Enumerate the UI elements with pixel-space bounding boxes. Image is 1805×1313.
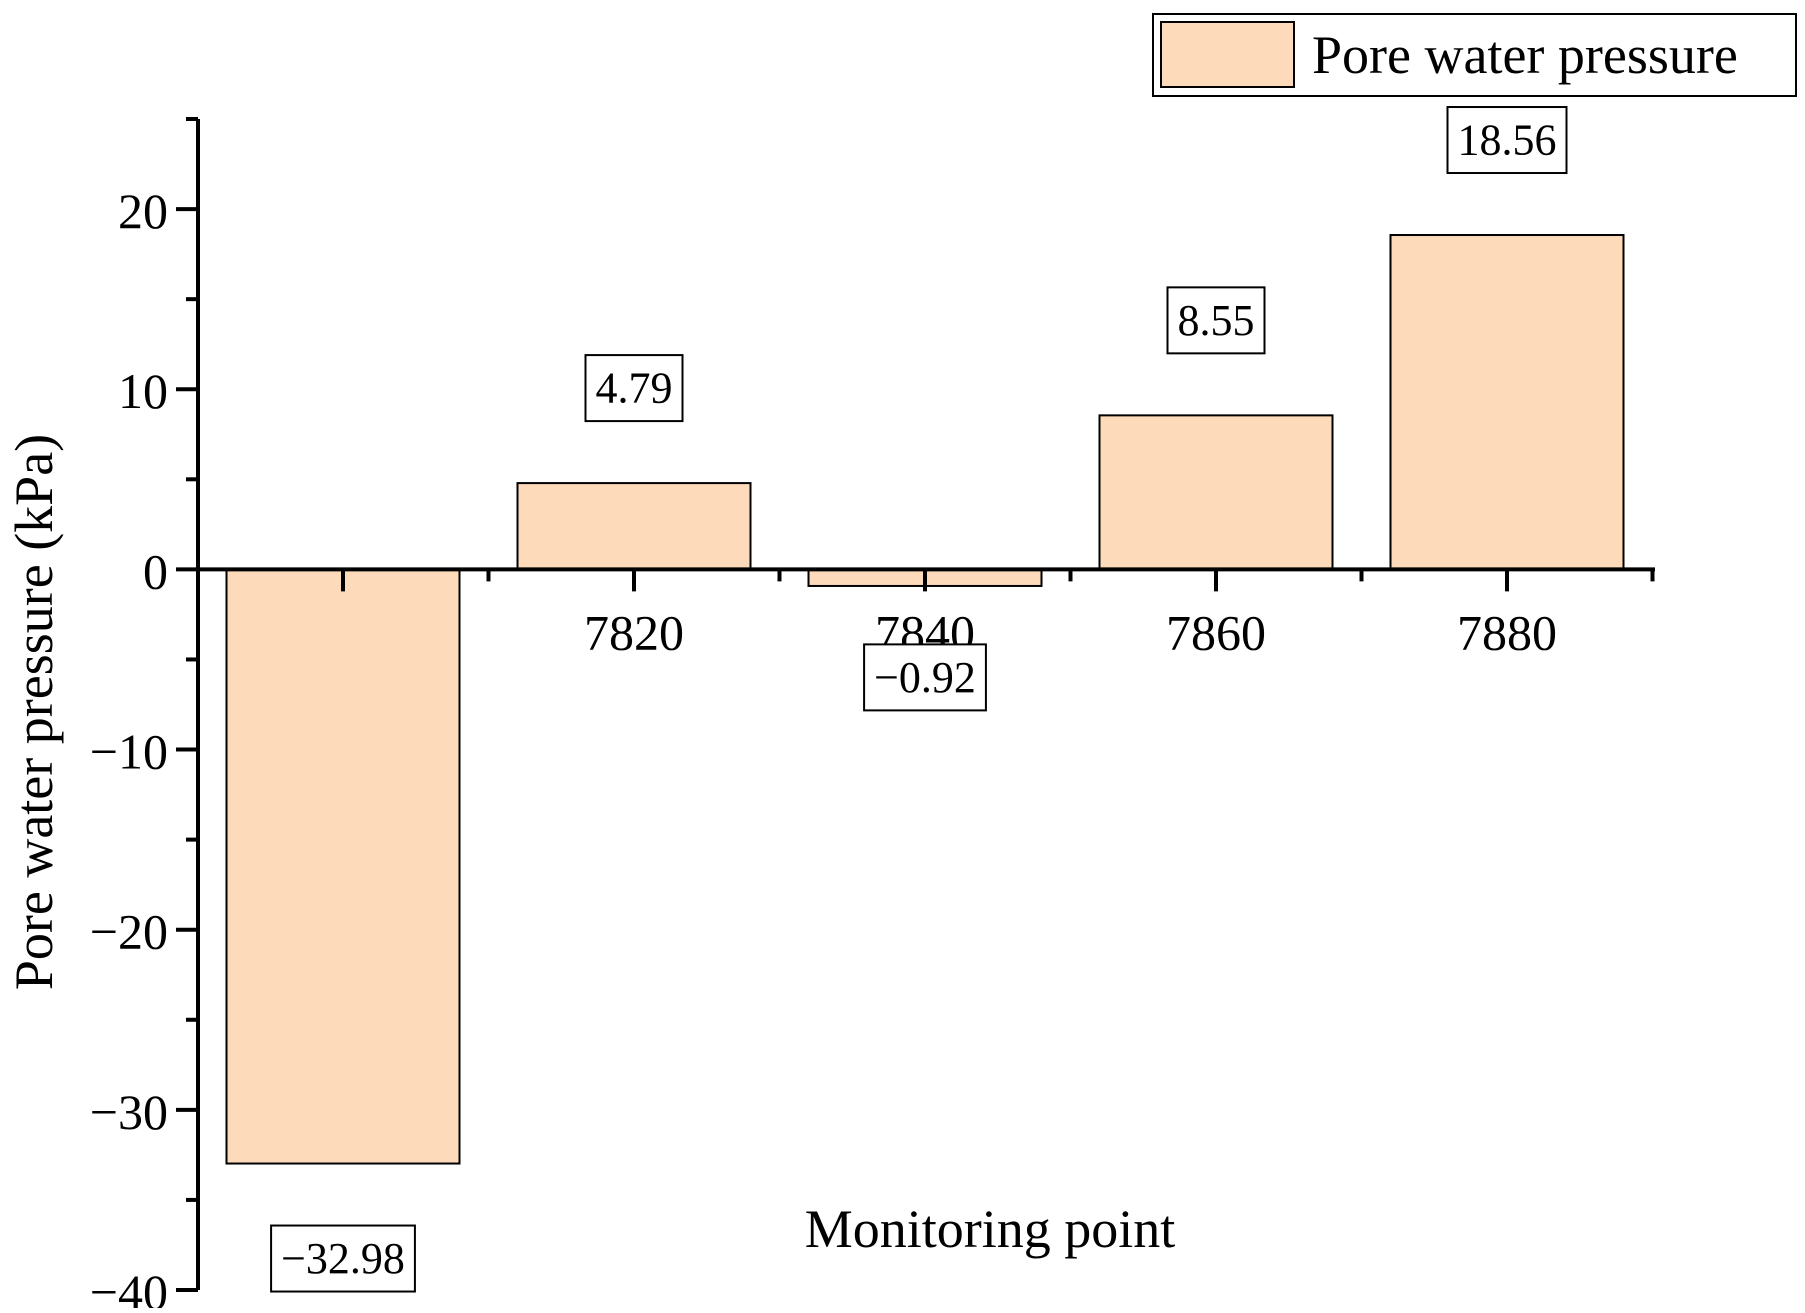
x-ticks: 7820 7840 7860 7880 [341,569,1655,660]
legend: Pore water pressure [1152,13,1797,97]
y-tick-label: 20 [118,183,168,239]
bar [225,568,461,1165]
x-axis-title: Monitoring point [805,1199,1176,1259]
legend-swatch [1160,21,1295,88]
data-label-box [270,1224,416,1293]
x-tick-label: 7880 [1457,604,1557,660]
data-label: −32.98 [270,1224,416,1293]
data-labels: −32.98 4.79 −0.92 8.55 18.56 [270,106,1568,1293]
bar [516,482,752,571]
y-tick-label: 0 [143,543,168,599]
data-label-box [584,354,684,423]
data-label-box [1446,106,1568,175]
data-label-text: 18.56 [1458,116,1557,165]
y-tick-label: 10 [118,363,168,419]
data-label-box [863,643,987,712]
bar [1389,234,1625,571]
data-label-text: −0.92 [874,653,976,702]
data-label-box [1166,286,1266,355]
y-axis-title: Pore water pressure (kPa) [4,434,64,990]
bars-layer [225,234,1625,1165]
data-label: −0.92 [863,643,987,712]
data-label-text: −32.98 [281,1234,405,1283]
data-label-text: 8.55 [1178,296,1255,345]
y-tick-label: −40 [90,1264,168,1308]
y-tick-label: −20 [90,904,168,960]
data-label: 4.79 [584,354,684,423]
bar [1098,414,1334,571]
y-tick-label: −10 [90,724,168,780]
legend-label: Pore water pressure [1312,25,1738,85]
y-ticks: −40 −30 −20 −10 0 10 20 [90,117,198,1313]
data-label: 18.56 [1446,106,1568,175]
x-tick-label: 7860 [1166,604,1266,660]
x-tick-label: 7820 [584,604,684,660]
data-label: 8.55 [1166,286,1266,355]
y-tick-label: −30 [90,1084,168,1140]
data-label-text: 4.79 [596,364,673,413]
